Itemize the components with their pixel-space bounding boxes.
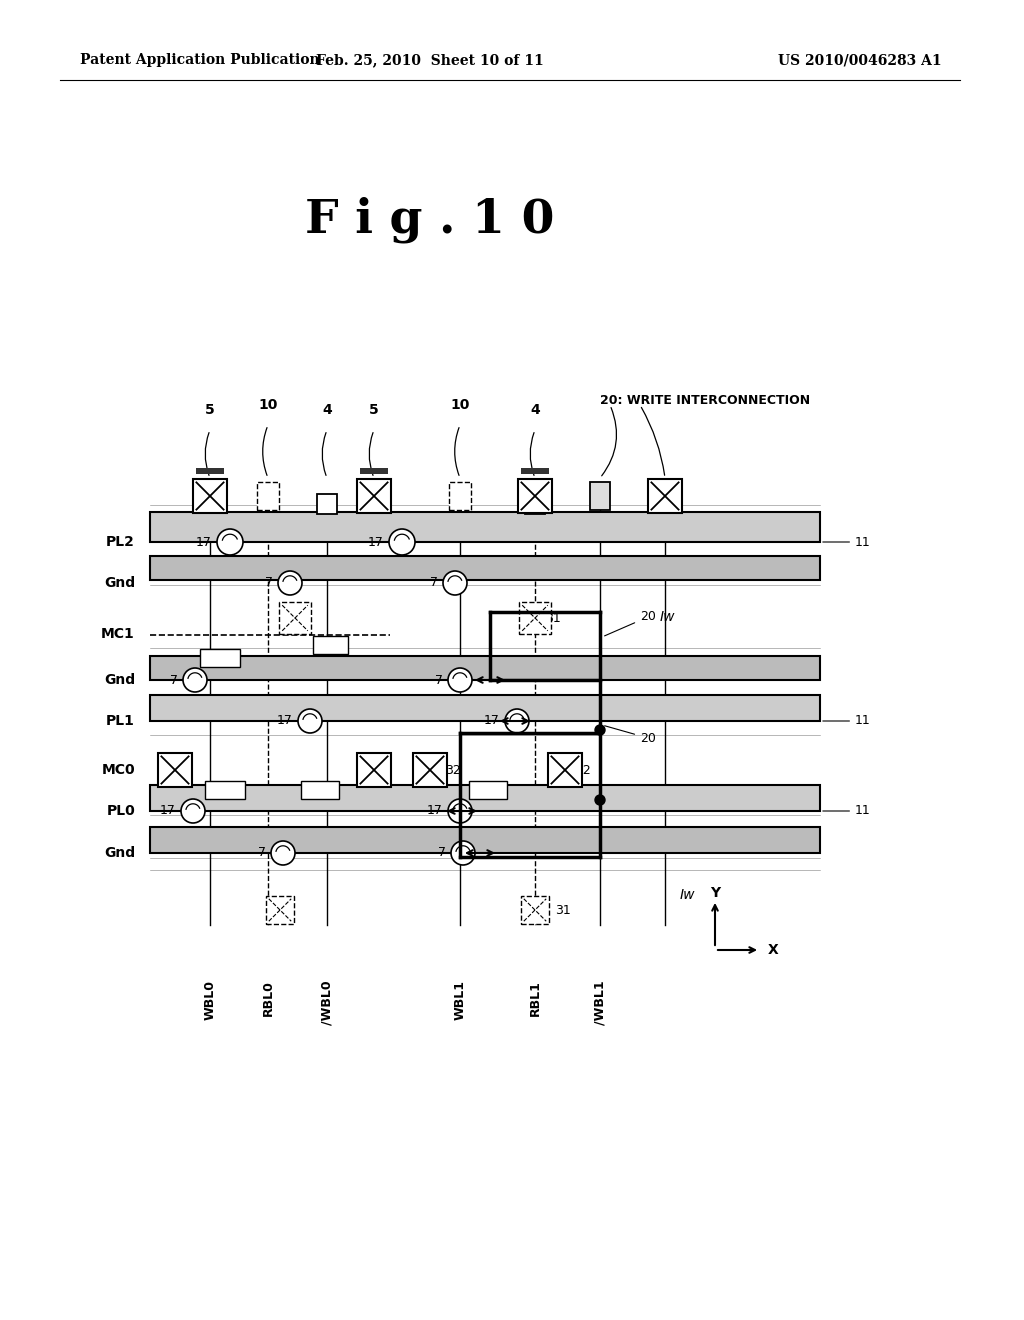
Bar bbox=[525, 494, 545, 513]
Bar bbox=[521, 896, 549, 924]
Circle shape bbox=[451, 841, 475, 865]
Text: MC0: MC0 bbox=[101, 763, 135, 777]
Text: 5: 5 bbox=[369, 403, 379, 417]
Bar bbox=[150, 696, 820, 721]
Text: 10: 10 bbox=[451, 399, 470, 412]
Text: PL0: PL0 bbox=[106, 804, 135, 818]
Text: 11: 11 bbox=[822, 804, 870, 817]
Text: RBL1: RBL1 bbox=[528, 979, 542, 1016]
Bar bbox=[548, 752, 582, 787]
Text: 7: 7 bbox=[170, 673, 178, 686]
Text: 7: 7 bbox=[265, 577, 273, 590]
Bar bbox=[518, 479, 552, 513]
Text: 5: 5 bbox=[205, 403, 215, 417]
Text: 17: 17 bbox=[368, 536, 384, 549]
Bar bbox=[469, 781, 507, 799]
Text: PL2: PL2 bbox=[106, 535, 135, 549]
Text: 10: 10 bbox=[258, 399, 278, 412]
Text: /WBL1: /WBL1 bbox=[594, 979, 606, 1024]
Bar bbox=[360, 469, 388, 474]
Text: US 2010/0046283 A1: US 2010/0046283 A1 bbox=[778, 53, 942, 67]
Bar bbox=[357, 752, 391, 787]
Bar bbox=[150, 785, 820, 810]
Circle shape bbox=[298, 709, 322, 733]
Text: 4: 4 bbox=[323, 403, 332, 417]
Text: 31: 31 bbox=[555, 903, 570, 916]
Text: 32: 32 bbox=[445, 763, 461, 776]
Circle shape bbox=[183, 668, 207, 692]
Bar bbox=[150, 656, 820, 680]
Circle shape bbox=[389, 529, 415, 554]
Circle shape bbox=[271, 841, 295, 865]
Bar bbox=[648, 479, 682, 513]
Text: 20: 20 bbox=[604, 610, 656, 636]
Text: 11: 11 bbox=[822, 714, 870, 727]
Text: MC1: MC1 bbox=[101, 627, 135, 642]
Text: 11: 11 bbox=[822, 536, 870, 549]
Text: Iw: Iw bbox=[680, 888, 695, 902]
Text: Patent Application Publication: Patent Application Publication bbox=[80, 53, 319, 67]
Bar bbox=[205, 781, 245, 799]
Text: 7: 7 bbox=[438, 846, 446, 859]
Bar bbox=[150, 512, 820, 543]
Bar bbox=[257, 482, 279, 510]
Text: 32: 32 bbox=[575, 763, 591, 776]
Circle shape bbox=[449, 799, 472, 822]
Text: 20: 20 bbox=[605, 726, 656, 744]
Text: Gnd: Gnd bbox=[103, 576, 135, 590]
Bar bbox=[150, 556, 820, 579]
Bar bbox=[449, 482, 471, 510]
Bar bbox=[200, 649, 240, 667]
Text: Iw: Iw bbox=[660, 610, 676, 624]
Circle shape bbox=[449, 668, 472, 692]
Bar bbox=[301, 781, 339, 799]
Bar bbox=[521, 469, 549, 474]
Circle shape bbox=[217, 529, 243, 554]
Text: 17: 17 bbox=[484, 714, 500, 727]
Text: 17: 17 bbox=[197, 536, 212, 549]
Bar bbox=[313, 636, 348, 653]
Text: 17: 17 bbox=[427, 804, 443, 817]
Circle shape bbox=[595, 795, 605, 805]
Bar bbox=[266, 896, 294, 924]
Circle shape bbox=[278, 572, 302, 595]
Bar bbox=[317, 494, 337, 513]
Text: Gnd: Gnd bbox=[103, 673, 135, 686]
Text: PL1: PL1 bbox=[106, 714, 135, 729]
Circle shape bbox=[181, 799, 205, 822]
Text: 7: 7 bbox=[430, 577, 438, 590]
Text: WBL1: WBL1 bbox=[454, 979, 467, 1020]
Circle shape bbox=[443, 572, 467, 595]
Text: 7: 7 bbox=[435, 673, 443, 686]
Text: X: X bbox=[768, 942, 778, 957]
Text: Y: Y bbox=[710, 886, 720, 900]
Text: WBL0: WBL0 bbox=[204, 979, 216, 1020]
Circle shape bbox=[505, 709, 529, 733]
Text: Feb. 25, 2010  Sheet 10 of 11: Feb. 25, 2010 Sheet 10 of 11 bbox=[316, 53, 544, 67]
Text: /WBL0: /WBL0 bbox=[321, 979, 334, 1024]
Text: 7: 7 bbox=[258, 846, 266, 859]
Bar bbox=[413, 752, 447, 787]
Text: 20: WRITE INTERCONNECTION: 20: WRITE INTERCONNECTION bbox=[600, 393, 810, 407]
Bar bbox=[357, 479, 391, 513]
Bar bbox=[158, 752, 193, 787]
Text: 17: 17 bbox=[160, 804, 176, 817]
Text: 4: 4 bbox=[530, 403, 540, 417]
Text: F i g . 1 0: F i g . 1 0 bbox=[305, 197, 555, 243]
Bar bbox=[196, 469, 224, 474]
Text: 17: 17 bbox=[278, 714, 293, 727]
Bar bbox=[590, 482, 610, 510]
Bar bbox=[279, 602, 311, 634]
Bar bbox=[193, 479, 227, 513]
Bar bbox=[150, 828, 820, 853]
Text: 31: 31 bbox=[545, 611, 561, 624]
Text: Gnd: Gnd bbox=[103, 846, 135, 861]
Bar bbox=[519, 602, 551, 634]
Circle shape bbox=[595, 725, 605, 735]
Text: RBL0: RBL0 bbox=[261, 979, 274, 1016]
